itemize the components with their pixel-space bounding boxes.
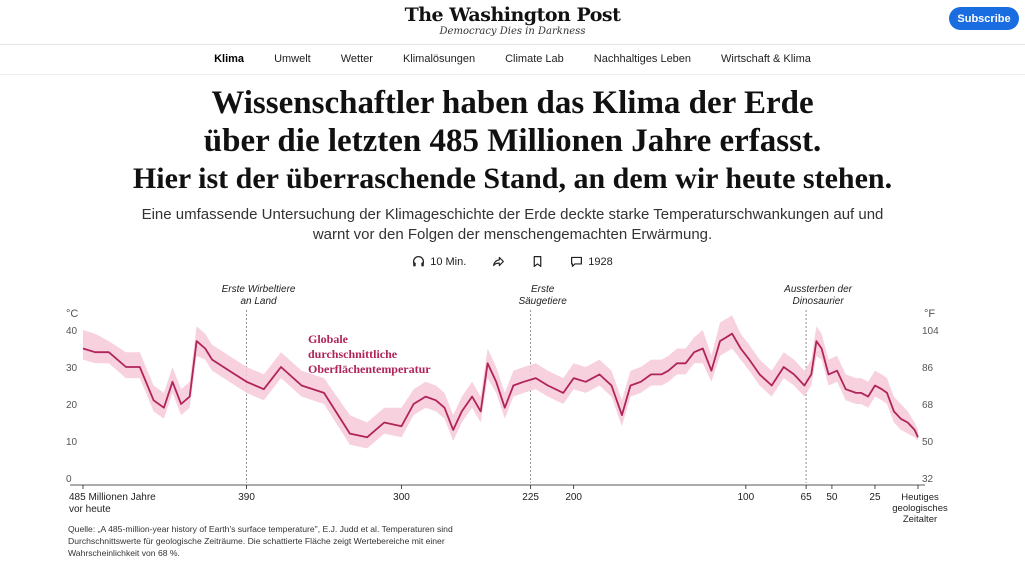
y-tick-label-right: 104 — [922, 326, 939, 337]
y-tick-label-left: 10 — [66, 437, 78, 448]
article-dek: Eine umfassende Untersuchung der Klimage… — [141, 206, 884, 243]
y-tick-label-right: 32 — [922, 474, 934, 485]
x-tick-label: 200 — [565, 492, 582, 503]
comments-button[interactable]: 1928 — [570, 255, 613, 268]
tagline: Democracy Dies in Darkness — [439, 26, 586, 37]
bookmark-button[interactable] — [531, 255, 544, 268]
confidence-band — [83, 315, 918, 449]
x-tick-label: 485 Millionen Jahre vor heute — [69, 492, 156, 515]
y-tick-label-right: 68 — [922, 400, 934, 411]
share-button[interactable] — [492, 255, 505, 268]
headline-line-1: Wissenschaftler haben das Klima der Erde — [211, 85, 814, 121]
share-icon — [493, 256, 505, 267]
y-tick-label-right: 86 — [922, 363, 934, 374]
y-tick-label-left: 30 — [66, 363, 78, 374]
subscribe-button[interactable]: Subscribe — [949, 7, 1019, 30]
nav-item-wirtschaft-klima[interactable]: Wirtschaft & Klima — [721, 53, 811, 65]
y-tick-label-left: 0 — [66, 474, 72, 485]
headline-line-3: Hier ist der überraschende Stand, an dem… — [132, 162, 893, 195]
series-label: Globale durchschnittliche Oberflächentempe… — [308, 332, 431, 376]
logo[interactable]: The Washington Post — [404, 4, 621, 26]
comment-icon — [571, 256, 583, 267]
x-tick-label: 50 — [826, 492, 838, 503]
nav-item-umwelt[interactable]: Umwelt — [274, 53, 311, 65]
x-tick-label: 390 — [238, 492, 255, 503]
headline: Wissenschaftler haben das Klima der Erde… — [0, 84, 1025, 198]
headline-line-2: über die letzten 485 Millionen Jahre erf… — [203, 123, 822, 159]
article-meta: 10 Min. 1928 — [0, 255, 1025, 268]
temperature-chart: °C 0 10 20 30 40 °F 32 50 68 86 104 485 Millionen Ja… — [66, 284, 948, 523]
comments-count: 1928 — [588, 255, 613, 268]
section-nav: Klima Umwelt Wetter Klimalösungen Climat… — [0, 44, 1025, 75]
nav-item-nachhaltiges-leben[interactable]: Nachhaltiges Leben — [593, 53, 692, 65]
annotation-label: Erste Wirbeltiere an Land — [222, 284, 296, 307]
masthead[interactable]: The Washington Post Democracy Dies in Da… — [0, 4, 1025, 38]
listen-duration: 10 Min. — [430, 255, 467, 268]
y-tick-label-left: 40 — [66, 326, 78, 337]
chart-source-note: Quelle: „A 485-million-year history of E… — [68, 524, 453, 558]
x-tick-label: 25 — [869, 492, 881, 503]
x-tick-label: 225 — [522, 492, 539, 503]
top-bar: The Washington Post Democracy Dies in Da… — [0, 0, 1025, 45]
y-unit-right: °F — [924, 308, 935, 320]
annotation-label: Aussterben der Dinosaurier — [783, 284, 852, 307]
x-tick-label: 65 — [801, 492, 813, 503]
annotation-label: Erste Säugetiere — [518, 284, 567, 307]
nav-item-wetter[interactable]: Wetter — [340, 53, 373, 65]
x-tick-label: Heutiges geologisches Zeitalter — [892, 492, 948, 523]
y-tick-label-right: 50 — [922, 437, 934, 448]
headphones-icon — [413, 256, 425, 267]
y-unit-left: °C — [66, 308, 78, 320]
nav-item-climate-lab[interactable]: Climate Lab — [505, 53, 564, 65]
x-tick-label: 300 — [393, 492, 410, 503]
x-tick-label: 100 — [737, 492, 754, 503]
temperature-line — [82, 332, 919, 439]
y-tick-label-left: 20 — [66, 400, 78, 411]
nav-item-klimaloesungen[interactable]: Klimalösungen — [402, 53, 476, 65]
listen-button[interactable]: 10 Min. — [412, 255, 466, 268]
bookmark-icon — [533, 256, 542, 267]
nav-item-klima[interactable]: Klima — [214, 53, 245, 65]
